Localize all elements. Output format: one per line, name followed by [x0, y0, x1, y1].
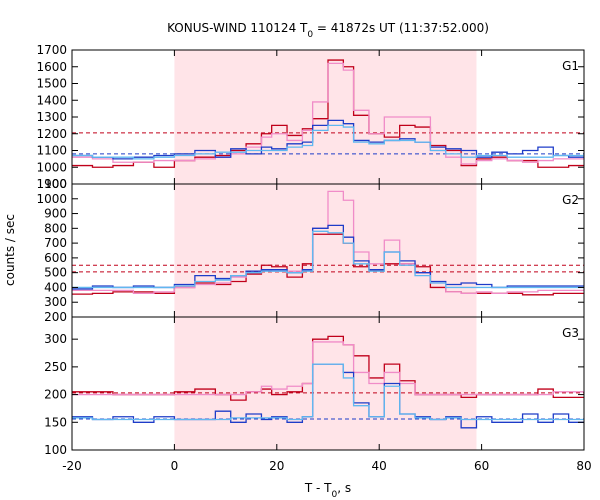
panel-g1-series-blue [72, 119, 584, 160]
panel-g3-frame [71, 316, 585, 451]
plot-area: 90010001100120013001400150016001700G1200… [36, 43, 591, 473]
panel-g3-ytick-label: 150 [44, 415, 67, 429]
panel-g2-ytick-label: 300 [44, 295, 67, 309]
y-axis-label: counts / sec [3, 214, 17, 286]
x-tick-label: 20 [269, 459, 284, 473]
panel-g2-name-label: G2 [562, 193, 579, 207]
panel-g1-name-label: G1 [562, 59, 579, 73]
panel-g3-ytick-label: 100 [44, 443, 67, 457]
panel-g1-ytick-label: 1100 [36, 144, 67, 158]
panel-g1-ytick-label: 1300 [36, 110, 67, 124]
panel-g3-name-label: G3 [562, 326, 579, 340]
panel-g1-ytick-label: 1600 [36, 60, 67, 74]
panel-g1-series-pink [72, 62, 584, 165]
panel-g3-series-lightblue [72, 363, 584, 421]
panel-g2-series-lightblue [72, 230, 584, 289]
x-tick-label: 0 [171, 459, 179, 473]
shaded-interval [174, 50, 477, 450]
panel-g3-ytick-label: 300 [44, 332, 67, 346]
x-axis-label: T - T0, s [304, 481, 351, 500]
panel-g3-series-pink [72, 341, 584, 396]
chart-title: KONUS-WIND 110124 T0 = 41872s UT (11:37:… [167, 21, 489, 40]
x-tick-label: 80 [576, 459, 591, 473]
panel-g1-ytick-label: 1700 [36, 43, 67, 57]
x-tick-label: 40 [372, 459, 387, 473]
panel-g1-ytick-label: 1400 [36, 93, 67, 107]
panel-g1-ytick-label: 1200 [36, 127, 67, 141]
panel-g2-ytick-label: 1100 [36, 177, 67, 191]
x-tick-label: -20 [62, 459, 82, 473]
panel-g2-ytick-label: 600 [44, 251, 67, 265]
panel-g1-ytick-label: 900 [44, 177, 67, 191]
panel-g3-ytick-label: 200 [44, 388, 67, 402]
panel-g2-ytick-label: 900 [44, 207, 67, 221]
panel-g2-ytick-label: 200 [44, 310, 67, 324]
panel-g2-ytick-label: 500 [44, 266, 67, 280]
panel-g2-ytick-label: 1000 [36, 192, 67, 206]
panel-g1-ytick-label: 1000 [36, 160, 67, 174]
x-tick-label: 60 [474, 459, 489, 473]
panel-g3-ytick-label: 250 [44, 360, 67, 374]
panel-g1-ytick-label: 1500 [36, 77, 67, 91]
panel-g2-ytick-label: 400 [44, 280, 67, 294]
panel-g2-ytick-label: 800 [44, 221, 67, 235]
panel-g2-ytick-label: 700 [44, 236, 67, 250]
panel-g1-series-lightblue [72, 124, 584, 160]
